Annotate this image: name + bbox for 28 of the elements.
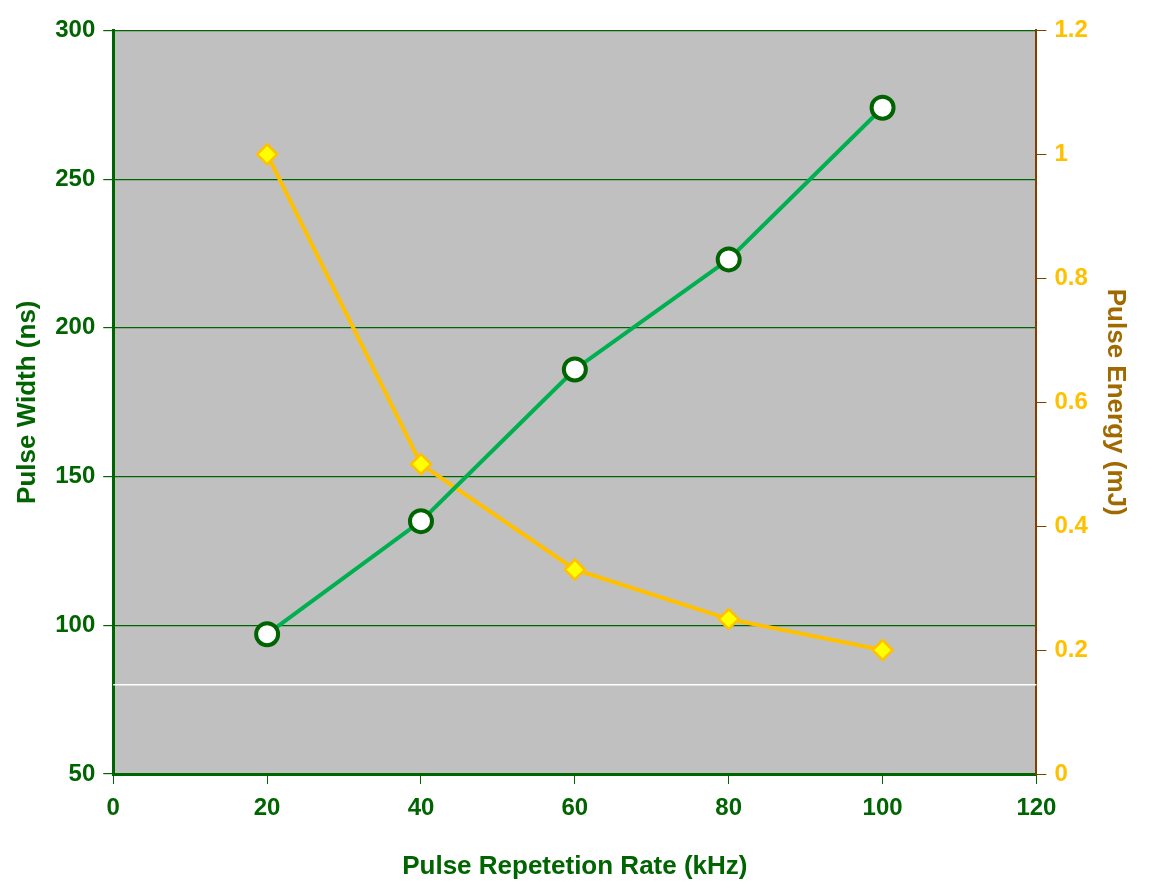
y-tick-label: 50 (68, 758, 96, 786)
y-axis-title: Pulse Width (ns) (10, 300, 41, 504)
y2-tick-label: 1.2 (1054, 15, 1088, 43)
point (563, 558, 587, 581)
point (717, 607, 740, 631)
y-tick-label: 300 (55, 15, 96, 43)
x-tick-label: 80 (715, 793, 743, 821)
y2-tick-label: 0.8 (1054, 262, 1088, 290)
y2-tick-label: 1 (1054, 138, 1068, 166)
point (255, 143, 279, 166)
x-tick-label: 0 (106, 793, 120, 821)
x-tick-label: 60 (561, 793, 589, 821)
x-tick-label: 20 (253, 793, 281, 821)
y2-tick-label: 0 (1054, 758, 1068, 786)
y-tick-label: 250 (55, 163, 96, 191)
y-tick-label: 200 (55, 312, 96, 340)
x-tick-label: 120 (1016, 793, 1057, 821)
x-tick-label: 100 (862, 793, 903, 821)
point (871, 638, 894, 662)
y2-axis-title: Pulse Energy (mJ) (1102, 288, 1133, 516)
y-tick-label: 100 (55, 609, 96, 637)
y-tick-label: 150 (55, 461, 96, 489)
y2-tick-label: 0.6 (1054, 386, 1088, 414)
point (409, 452, 433, 476)
x-tick-label: 40 (407, 793, 435, 821)
y2-tick-label: 0.4 (1054, 510, 1089, 538)
y2-tick-label: 0.2 (1054, 634, 1088, 662)
x-axis-title: Pulse Repetetion Rate (kHz) (402, 849, 748, 880)
